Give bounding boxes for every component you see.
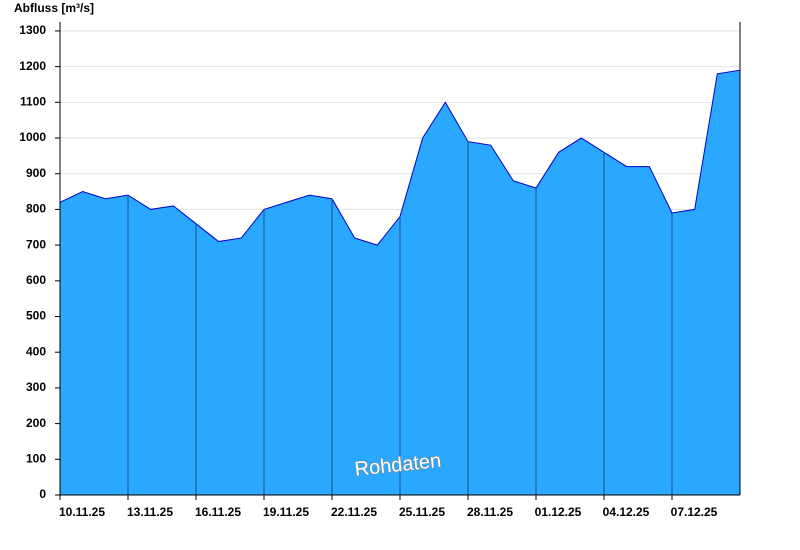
x-tick-label: 10.11.25 xyxy=(59,505,105,519)
y-tick-label: 500 xyxy=(26,309,46,323)
y-tick-label: 200 xyxy=(26,416,46,430)
x-tick-label: 13.11.25 xyxy=(127,505,173,519)
x-tick-label: 01.12.25 xyxy=(535,505,582,519)
y-tick-label: 1100 xyxy=(20,94,46,108)
y-tick-label: 100 xyxy=(26,451,46,465)
y-tick-label: 600 xyxy=(26,273,46,287)
x-tick-label: 25.11.25 xyxy=(399,505,445,519)
x-tick-label: 07.12.25 xyxy=(671,505,718,519)
y-tick-label: 800 xyxy=(26,202,46,216)
y-axis-label: Abfluss [m³/s] xyxy=(14,1,94,15)
x-tick-label: 22.11.25 xyxy=(331,505,377,519)
x-tick-label: 04.12.25 xyxy=(603,505,650,519)
y-tick-label: 300 xyxy=(26,380,46,394)
y-tick-label: 700 xyxy=(26,237,46,251)
y-tick-label: 900 xyxy=(26,166,46,180)
y-tick-label: 1000 xyxy=(19,130,46,144)
x-tick-label: 16.11.25 xyxy=(195,505,241,519)
x-tick-label: 28.11.25 xyxy=(467,505,513,519)
x-tick-label: 19.11.25 xyxy=(263,505,309,519)
y-tick-label: 400 xyxy=(26,344,46,358)
y-tick-label: 1300 xyxy=(19,23,46,37)
y-tick-label: 0 xyxy=(39,487,46,501)
y-tick-label: 1200 xyxy=(19,59,46,73)
